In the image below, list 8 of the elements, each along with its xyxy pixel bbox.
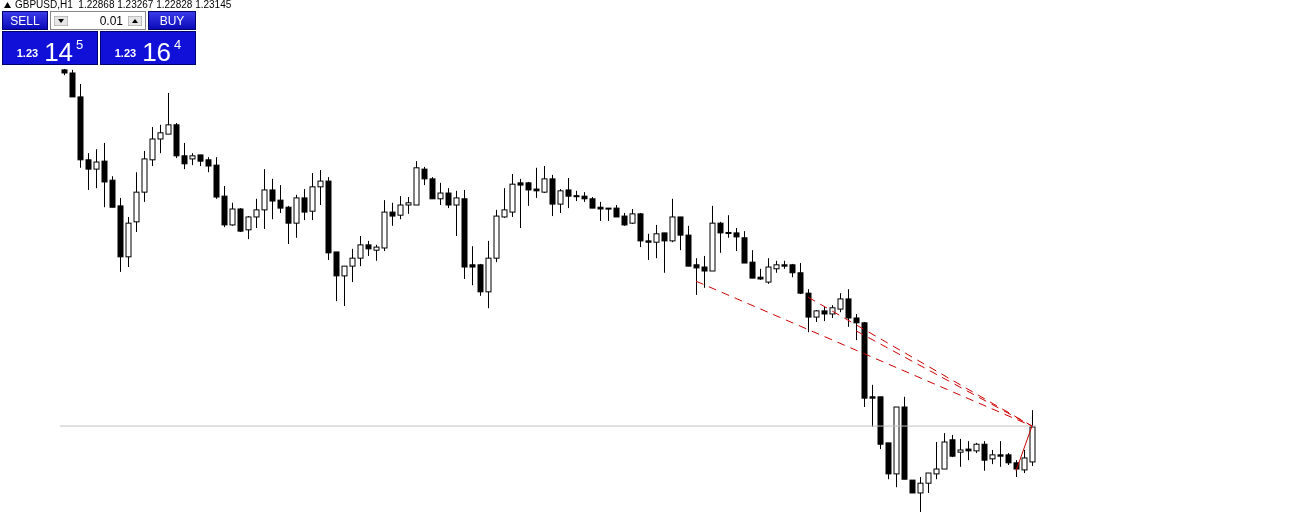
text: BUY bbox=[148, 11, 196, 30]
text: 0.01 bbox=[99, 14, 123, 28]
text: 1.23 bbox=[16, 47, 39, 59]
text: 1.23 bbox=[114, 47, 137, 59]
text: SELL bbox=[2, 11, 48, 30]
text: 16$^{4}$ bbox=[142, 35, 182, 67]
text: 14$^{5}$ bbox=[44, 35, 84, 67]
chart-title: GBPUSD,H1 1.22868 1.23267 1.22828 1.23145 bbox=[15, 0, 232, 10]
